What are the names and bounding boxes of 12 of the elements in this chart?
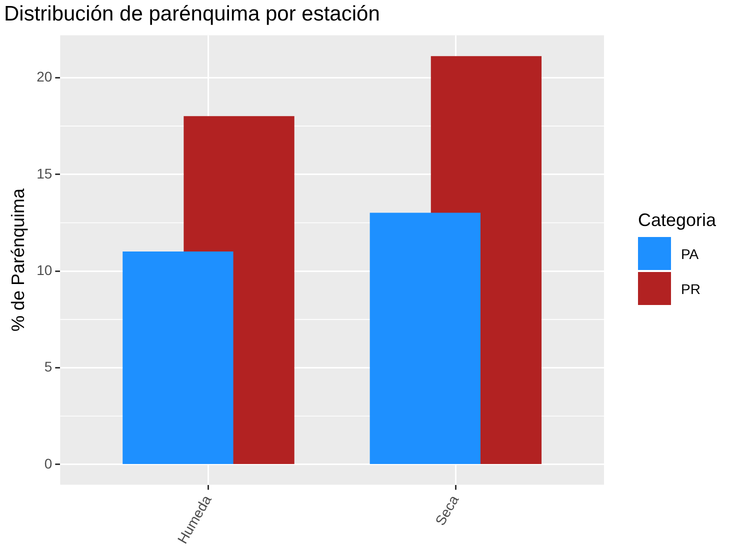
legend-title: Categoria: [638, 210, 716, 231]
legend-label: PR: [681, 280, 700, 296]
y-axis-title: % de Parénquima: [8, 187, 28, 332]
legend-label: PA: [681, 246, 699, 262]
y-tick-label: 0: [44, 455, 52, 472]
bar: [370, 212, 480, 464]
bar: [122, 251, 234, 464]
y-tick-label: 5: [44, 358, 52, 375]
y-tick-label: 10: [36, 262, 52, 278]
chart-title: Distribución de parénquima por estación: [4, 2, 380, 26]
y-tick-label: 15: [36, 165, 52, 182]
y-tick-label: 20: [36, 68, 52, 85]
